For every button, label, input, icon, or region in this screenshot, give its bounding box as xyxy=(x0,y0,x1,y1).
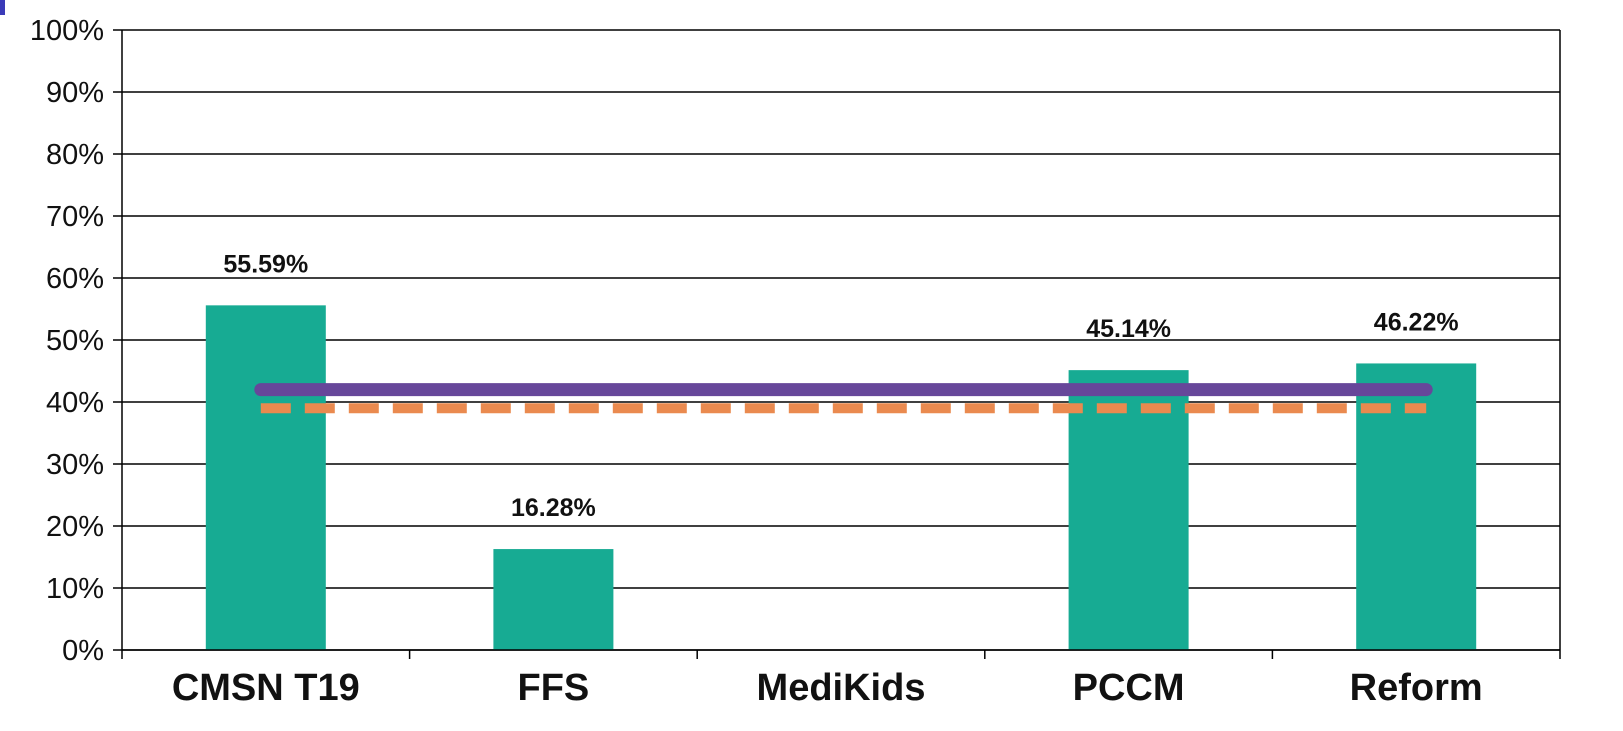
data-label: 16.28% xyxy=(511,494,596,522)
data-label: 46.22% xyxy=(1374,308,1459,336)
y-axis-ticks: 0% 10% 20% 30% 40% 50% 60% 70% 80% 90% 100% xyxy=(30,15,122,667)
y-tick-label: 30% xyxy=(46,449,104,481)
axes xyxy=(121,30,1561,659)
bar xyxy=(205,305,326,650)
data-label: 45.14% xyxy=(1086,315,1171,343)
bars xyxy=(205,305,1477,650)
y-tick-label: 10% xyxy=(46,573,104,605)
y-tick-label: 60% xyxy=(46,263,104,295)
bar xyxy=(1068,370,1189,650)
x-tick-label: MediKids xyxy=(757,667,926,709)
y-tick-label: 100% xyxy=(30,15,104,47)
x-tick-label: FFS xyxy=(518,667,590,709)
x-tick-label: Reform xyxy=(1350,667,1483,709)
bar xyxy=(493,549,614,650)
y-tick-label: 70% xyxy=(46,201,104,233)
y-tick-label: 0% xyxy=(62,635,104,667)
y-tick-label: 50% xyxy=(46,325,104,357)
x-tick-label: CMSN T19 xyxy=(172,667,360,709)
y-tick-label: 20% xyxy=(46,511,104,543)
y-tick-label: 40% xyxy=(46,387,104,419)
reference-lines xyxy=(254,383,1433,414)
x-tick-label: PCCM xyxy=(1073,667,1185,709)
grid xyxy=(122,29,1560,651)
y-tick-label: 80% xyxy=(46,139,104,171)
data-label: 55.59% xyxy=(223,250,308,278)
corner-mark xyxy=(0,0,5,15)
data-labels: 55.59% 16.28% 45.14% 46.22% xyxy=(223,250,1458,522)
x-axis-ticks: CMSN T19 FFS MediKids PCCM Reform xyxy=(172,667,1483,709)
y-tick-label: 90% xyxy=(46,77,104,109)
